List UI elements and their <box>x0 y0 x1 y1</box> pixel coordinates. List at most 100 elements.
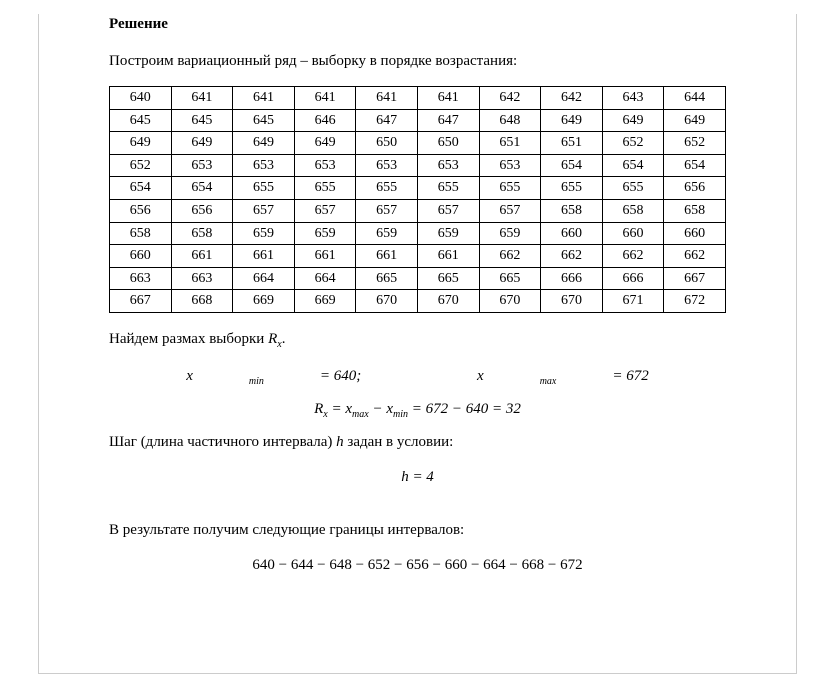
table-row: 654654655655655655655655655656 <box>110 177 726 200</box>
table-cell: 661 <box>417 245 479 268</box>
table-cell: 652 <box>664 132 726 155</box>
table-cell: 649 <box>602 109 664 132</box>
table-cell: 647 <box>417 109 479 132</box>
table-cell: 655 <box>602 177 664 200</box>
table-row: 656656657657657657657658658658 <box>110 199 726 222</box>
table-cell: 666 <box>541 267 603 290</box>
table-cell: 671 <box>602 290 664 313</box>
step-var: h <box>336 434 344 450</box>
table-cell: 654 <box>602 154 664 177</box>
section-heading: Решение <box>109 14 726 35</box>
find-range-paragraph: Найдем размах выборки Rx. <box>109 329 726 352</box>
table-cell: 657 <box>479 199 541 222</box>
table-cell: 660 <box>602 222 664 245</box>
table-cell: 648 <box>479 109 541 132</box>
table-cell: 658 <box>171 222 233 245</box>
table-cell: 646 <box>294 109 356 132</box>
result-paragraph: В результате получим следующие границы и… <box>109 520 726 541</box>
table-cell: 670 <box>541 290 603 313</box>
table-cell: 663 <box>110 267 172 290</box>
table-cell: 662 <box>664 245 726 268</box>
table-cell: 668 <box>171 290 233 313</box>
table-cell: 653 <box>479 154 541 177</box>
table-cell: 655 <box>356 177 418 200</box>
xmax-eq: = 672 <box>612 366 648 387</box>
table-cell: 641 <box>233 87 295 110</box>
find-range-suffix: . <box>282 331 286 347</box>
table-cell: 649 <box>110 132 172 155</box>
table-cell: 670 <box>479 290 541 313</box>
table-cell: 653 <box>233 154 295 177</box>
table-cell: 647 <box>356 109 418 132</box>
table-cell: 656 <box>664 177 726 200</box>
table-cell: 657 <box>356 199 418 222</box>
rx-xmin-label: x <box>386 401 393 417</box>
table-cell: 659 <box>356 222 418 245</box>
table-cell: 664 <box>233 267 295 290</box>
table-cell: 667 <box>664 267 726 290</box>
table-cell: 669 <box>294 290 356 313</box>
xmax-sub: max <box>540 375 557 389</box>
table-cell: 641 <box>417 87 479 110</box>
table-cell: 670 <box>417 290 479 313</box>
table-cell: 655 <box>294 177 356 200</box>
table-cell: 655 <box>541 177 603 200</box>
table-cell: 665 <box>479 267 541 290</box>
table-cell: 662 <box>479 245 541 268</box>
rx-label: R <box>314 401 323 417</box>
table-row: 645645645646647647648649649649 <box>110 109 726 132</box>
rx-formula: Rx = xmax − xmin = 672 − 640 = 32 <box>109 399 726 422</box>
table-row: 667668669669670670670670671672 <box>110 290 726 313</box>
table-cell: 649 <box>171 132 233 155</box>
table-cell: 656 <box>110 199 172 222</box>
table-cell: 655 <box>479 177 541 200</box>
rx-middle: − <box>369 401 387 417</box>
table-cell: 661 <box>356 245 418 268</box>
step-prefix: Шаг (длина частичного интервала) <box>109 434 336 450</box>
xmin-eq: = 640; <box>320 366 361 387</box>
table-cell: 660 <box>110 245 172 268</box>
xmin-label: x <box>186 366 193 387</box>
table-cell: 652 <box>110 154 172 177</box>
table-cell: 642 <box>479 87 541 110</box>
xmin-sub: min <box>249 375 264 389</box>
table-cell: 654 <box>541 154 603 177</box>
table-row: 649649649649650650651651652652 <box>110 132 726 155</box>
table-cell: 649 <box>233 132 295 155</box>
table-cell: 663 <box>171 267 233 290</box>
table-cell: 652 <box>602 132 664 155</box>
table-cell: 640 <box>110 87 172 110</box>
table-cell: 662 <box>602 245 664 268</box>
table-cell: 657 <box>294 199 356 222</box>
table-cell: 653 <box>294 154 356 177</box>
table-cell: 653 <box>356 154 418 177</box>
step-paragraph: Шаг (длина частичного интервала) h задан… <box>109 432 726 453</box>
table-row: 658658659659659659659660660660 <box>110 222 726 245</box>
table-cell: 655 <box>233 177 295 200</box>
rx-equals: = <box>328 401 346 417</box>
table-cell: 672 <box>664 290 726 313</box>
xmax-label: x <box>477 366 484 387</box>
table-cell: 667 <box>110 290 172 313</box>
table-cell: 649 <box>541 109 603 132</box>
rx-result: = 672 − 640 = 32 <box>408 401 521 417</box>
table-cell: 651 <box>541 132 603 155</box>
table-cell: 649 <box>664 109 726 132</box>
table-cell: 649 <box>294 132 356 155</box>
table-cell: 661 <box>233 245 295 268</box>
table-cell: 653 <box>417 154 479 177</box>
table-cell: 650 <box>417 132 479 155</box>
table-row: 660661661661661661662662662662 <box>110 245 726 268</box>
table-cell: 641 <box>356 87 418 110</box>
table-cell: 656 <box>171 199 233 222</box>
table-cell: 654 <box>110 177 172 200</box>
spacer <box>109 498 726 520</box>
table-cell: 665 <box>417 267 479 290</box>
table-cell: 655 <box>417 177 479 200</box>
table-cell: 665 <box>356 267 418 290</box>
table-cell: 645 <box>171 109 233 132</box>
table-cell: 654 <box>171 177 233 200</box>
table-cell: 641 <box>294 87 356 110</box>
boundaries-line: 640 − 644 − 648 − 652 − 656 − 660 − 664 … <box>109 555 726 576</box>
find-range-var: R <box>268 331 277 347</box>
